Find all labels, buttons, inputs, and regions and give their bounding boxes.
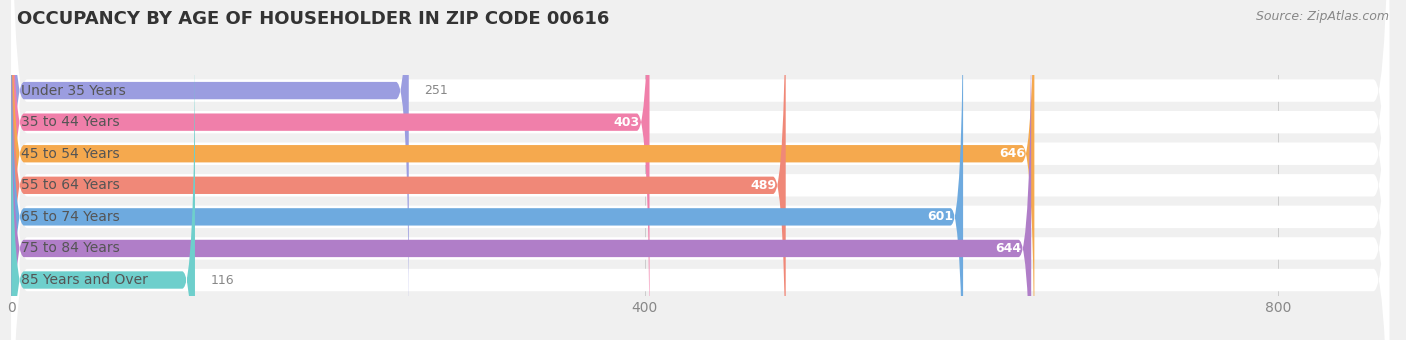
FancyBboxPatch shape [11,0,1389,340]
FancyBboxPatch shape [11,0,786,340]
Text: 75 to 84 Years: 75 to 84 Years [21,241,120,255]
FancyBboxPatch shape [11,0,1035,340]
FancyBboxPatch shape [11,0,650,340]
FancyBboxPatch shape [11,4,1031,340]
Text: 65 to 74 Years: 65 to 74 Years [21,210,120,224]
FancyBboxPatch shape [11,0,963,340]
Text: 55 to 64 Years: 55 to 64 Years [21,178,120,192]
Text: 251: 251 [425,84,449,97]
Text: 403: 403 [614,116,640,129]
Text: Source: ZipAtlas.com: Source: ZipAtlas.com [1256,10,1389,23]
Text: 601: 601 [928,210,953,223]
Text: 646: 646 [998,147,1025,160]
Text: 45 to 54 Years: 45 to 54 Years [21,147,120,161]
Text: 644: 644 [995,242,1022,255]
FancyBboxPatch shape [11,36,195,340]
Text: Under 35 Years: Under 35 Years [21,84,125,98]
FancyBboxPatch shape [11,0,1389,340]
Text: 35 to 44 Years: 35 to 44 Years [21,115,120,129]
Text: 489: 489 [751,179,776,192]
FancyBboxPatch shape [11,0,1389,340]
Text: 116: 116 [211,273,235,287]
FancyBboxPatch shape [11,0,409,335]
FancyBboxPatch shape [11,0,1389,340]
Text: 85 Years and Over: 85 Years and Over [21,273,148,287]
FancyBboxPatch shape [11,0,1389,340]
FancyBboxPatch shape [11,0,1389,340]
Text: OCCUPANCY BY AGE OF HOUSEHOLDER IN ZIP CODE 00616: OCCUPANCY BY AGE OF HOUSEHOLDER IN ZIP C… [17,10,609,28]
FancyBboxPatch shape [11,0,1389,340]
